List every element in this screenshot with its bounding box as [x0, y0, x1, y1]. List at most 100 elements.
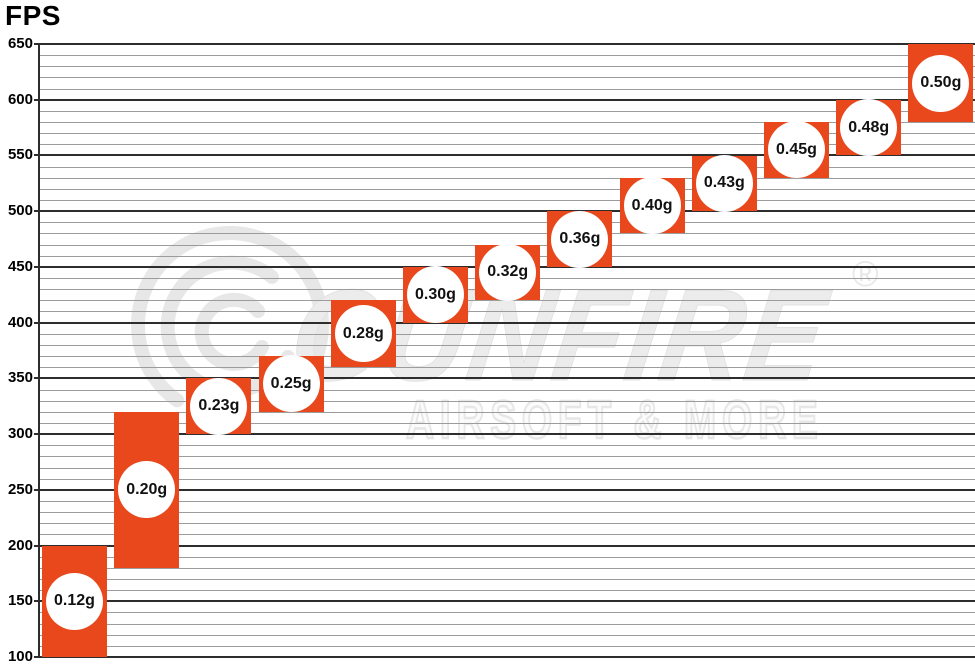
fps-range-bar: 0.20g — [114, 411, 180, 568]
fps-range-bar: 0.28g — [330, 300, 396, 368]
bb-weight-label: 0.45g — [776, 140, 817, 158]
fps-range-bar: 0.45g — [764, 121, 829, 179]
gridline-major — [34, 99, 975, 101]
bars-layer: 0.12g 0.20g 0.23g 0.25g 0.28g 0.30g 0.32g 0.36g… — [40, 44, 975, 657]
bb-weight-badge: 0.20g — [118, 461, 176, 519]
bb-weight-badge: 0.12g — [46, 572, 103, 630]
gridline-minor — [40, 512, 975, 513]
gridline-minor — [40, 345, 975, 346]
y-axis-tick-label: 600 — [7, 90, 33, 108]
bb-weight-badge: 0.43g — [695, 154, 753, 212]
bb-weight-label: 0.28g — [342, 324, 384, 342]
bb-weight-label: 0.32g — [487, 263, 529, 281]
y-axis-tick-label: 350 — [7, 369, 33, 387]
bb-weight-label: 0.12g — [54, 592, 95, 610]
gridline-minor — [40, 534, 975, 535]
gridline-major — [34, 545, 975, 547]
gridline-minor — [40, 646, 975, 647]
gridline-minor — [40, 445, 975, 446]
y-axis-tick-label: 100 — [7, 648, 33, 665]
gridline-minor — [40, 390, 975, 391]
y-axis-tick-label: 500 — [7, 202, 33, 220]
bb-weight-label: 0.43g — [703, 174, 745, 192]
bb-weight-badge: 0.30g — [407, 266, 464, 324]
gridline-minor — [40, 590, 975, 591]
gridline-minor — [40, 89, 975, 90]
gridline-minor — [40, 167, 975, 168]
gridline-minor — [40, 579, 975, 580]
bb-weight-label: 0.36g — [559, 230, 601, 248]
gridline-minor — [40, 133, 975, 134]
gridline-minor — [40, 523, 975, 524]
gridline-major — [34, 210, 975, 212]
bb-weight-label: 0.50g — [920, 74, 962, 91]
gridline-minor — [40, 77, 975, 78]
gridline-minor — [40, 557, 975, 558]
gridline-major — [34, 656, 975, 658]
bb-weight-label: 0.25g — [270, 374, 312, 392]
gridline-major — [34, 433, 975, 435]
bb-weight-badge: 0.45g — [768, 121, 825, 179]
gridline-minor — [40, 367, 975, 368]
bb-weight-label: 0.40g — [631, 196, 673, 214]
fps-range-bar: 0.23g — [186, 377, 252, 435]
fps-range-bar: 0.48g — [836, 99, 902, 157]
gridline-minor — [40, 635, 975, 636]
gridline-minor — [40, 624, 975, 625]
y-axis-tick-label: 550 — [7, 146, 33, 164]
gridline-minor — [40, 501, 975, 502]
bb-weight-badge: 0.48g — [840, 99, 898, 157]
gridline-minor — [40, 423, 975, 424]
bb-weight-badge: 0.25g — [262, 355, 320, 413]
fps-range-bar: 0.25g — [258, 355, 324, 413]
gridline-major — [34, 322, 975, 324]
y-axis-tick-label: 450 — [7, 257, 33, 275]
y-axis-tick-label: 400 — [7, 313, 33, 331]
gridline-minor — [40, 144, 975, 145]
gridline-minor — [40, 122, 975, 123]
bb-weight-badge: 0.50g — [912, 54, 970, 112]
gridline-major — [34, 600, 975, 602]
gridline-minor — [40, 178, 975, 179]
gridline-minor — [40, 334, 975, 335]
gridline-minor — [40, 401, 975, 402]
y-axis-tick-label: 300 — [7, 425, 33, 443]
gridline-minor — [40, 612, 975, 613]
fps-range-bar: 0.30g — [403, 266, 468, 324]
gridline-minor — [40, 200, 975, 201]
gridline-major — [34, 377, 975, 379]
gridline-minor — [40, 222, 975, 223]
fps-range-bar: 0.50g — [908, 44, 974, 122]
y-axis-tick-label: 250 — [7, 480, 33, 498]
fps-range-bar: 0.36g — [547, 210, 613, 268]
bb-weight-label: 0.48g — [848, 118, 890, 136]
gridline-minor — [40, 311, 975, 312]
bb-weight-badge: 0.32g — [479, 243, 537, 301]
fps-range-bar: 0.32g — [475, 243, 541, 301]
fps-range-bar: 0.40g — [619, 177, 685, 235]
gridline-minor — [40, 66, 975, 67]
gridline-minor — [40, 468, 975, 469]
gridline-major — [34, 154, 975, 156]
gridline-minor — [40, 356, 975, 357]
y-axis-tick-label: 650 — [7, 35, 33, 52]
bb-weight-badge: 0.28g — [334, 305, 392, 363]
gridline-minor — [40, 233, 975, 234]
gridline-minor — [40, 479, 975, 480]
fps-range-bar: 0.12g — [42, 545, 107, 657]
y-axis-tick-label: 150 — [7, 592, 33, 610]
gridline-major — [34, 489, 975, 491]
plot-area: GUNFIRE ® AIRSOFT & MORE 0.12g 0.20g 0.23g… — [34, 43, 975, 658]
fps-range-bar: 0.43g — [691, 154, 757, 212]
bb-weight-badge: 0.36g — [551, 210, 609, 268]
gridline-minor — [40, 55, 975, 56]
y-axis-tick-label: 200 — [7, 536, 33, 554]
y-axis: 650 600 550 500 450 400 350 300 250 200 150 100 — [0, 0, 35, 666]
gridline-minor — [40, 412, 975, 413]
bb-weight-label: 0.20g — [126, 480, 168, 498]
gridline-minor — [40, 189, 975, 190]
y-axis-title: FPS — [5, 0, 61, 31]
bb-weight-label: 0.23g — [198, 397, 240, 415]
gridline-minor — [40, 568, 975, 569]
